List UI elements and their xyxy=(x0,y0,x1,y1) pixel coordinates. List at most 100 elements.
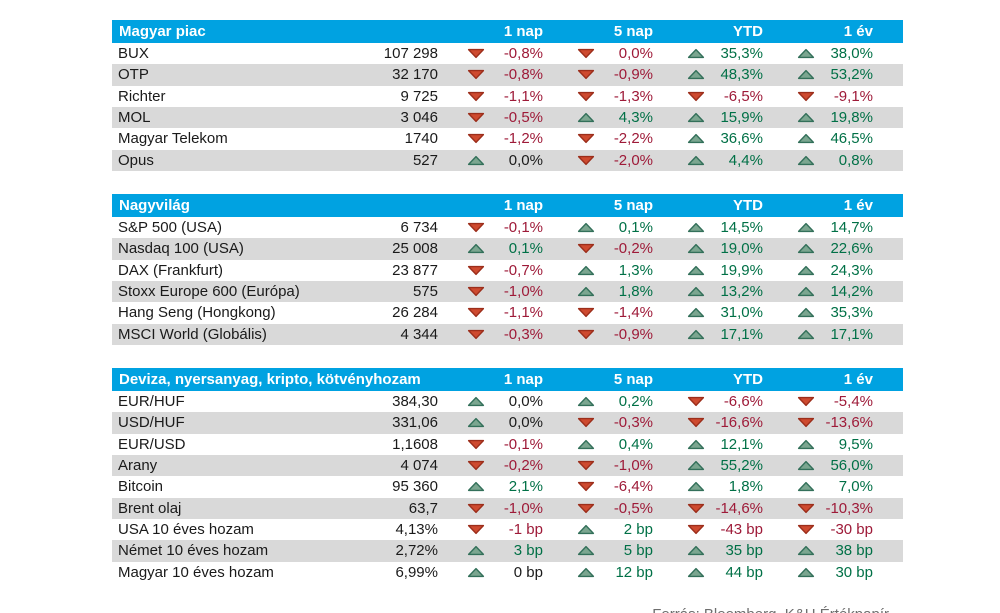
change-cell: -0,3% xyxy=(463,326,573,343)
table-row: EUR/HUF 384,30 0,0% 0,2% -6,6% -5,4% xyxy=(112,390,903,413)
change-cell: -6,6% xyxy=(683,393,793,410)
triangle-up-icon xyxy=(467,243,485,254)
change-value: 0,4% xyxy=(618,435,653,453)
change-cell: -5,4% xyxy=(793,393,903,410)
triangle-up-icon xyxy=(797,545,815,556)
change-value: -6,5% xyxy=(723,87,763,105)
change-value: 7,0% xyxy=(838,478,873,496)
change-cell: 24,3% xyxy=(793,262,903,279)
source-attribution: Forrás: Bloomberg, K&H Értékpapír xyxy=(112,606,903,613)
change-cell: -16,6% xyxy=(683,414,793,431)
triangle-up-icon xyxy=(687,133,705,144)
change-cell: 0,1% xyxy=(573,219,683,236)
change-cell: 4,3% xyxy=(573,109,683,126)
change-value: 9,5% xyxy=(838,435,873,453)
triangle-up-icon xyxy=(797,481,815,492)
change-value: 0,1% xyxy=(508,240,543,258)
change-value: 5 bp xyxy=(623,542,653,560)
change-value: -0,2% xyxy=(503,457,543,475)
triangle-up-icon xyxy=(687,329,705,340)
triangle-up-icon xyxy=(797,286,815,297)
change-value: 1,8% xyxy=(618,283,653,301)
change-value: 35 bp xyxy=(725,542,763,560)
triangle-down-icon xyxy=(797,417,815,428)
table-row: USA 10 éves hozam 4,13% -1 bp 2 bp -43 b… xyxy=(112,518,903,541)
change-value: -1,3% xyxy=(613,87,653,105)
instrument-value: 63,7 xyxy=(408,499,438,517)
change-value: -6,6% xyxy=(723,393,763,411)
change-cell: -0,2% xyxy=(463,457,573,474)
instrument-value: 26 284 xyxy=(392,304,438,322)
change-value: -0,1% xyxy=(503,435,543,453)
table-header: Magyar piac 1 nap 5 nap YTD 1 év xyxy=(112,20,903,43)
change-cell: 38,0% xyxy=(793,45,903,62)
triangle-up-icon xyxy=(577,567,595,578)
instrument-name: EUR/HUF xyxy=(118,393,185,411)
change-cell: -10,3% xyxy=(793,500,903,517)
instrument-value: 107 298 xyxy=(383,45,438,63)
change-cell: -0,3% xyxy=(573,414,683,431)
change-cell: 19,0% xyxy=(683,240,793,257)
triangle-up-icon xyxy=(577,222,595,233)
table-row: MSCI World (Globális) 4 344 -0,3% -0,9% … xyxy=(112,323,903,345)
change-value: 12,1% xyxy=(720,435,763,453)
change-cell: -0,5% xyxy=(573,500,683,517)
column-header: YTD xyxy=(733,196,763,214)
instrument-value: 1740 xyxy=(404,130,438,148)
instrument-name: USD/HUF xyxy=(118,414,185,432)
change-value: 0,0% xyxy=(618,45,653,63)
change-cell: -0,2% xyxy=(573,240,683,257)
triangle-up-icon xyxy=(687,243,705,254)
change-value: -1,0% xyxy=(613,457,653,475)
triangle-down-icon xyxy=(687,524,705,535)
change-value: -0,8% xyxy=(503,66,543,84)
instrument-value: 23 877 xyxy=(392,261,438,279)
change-cell: 4,4% xyxy=(683,152,793,169)
instrument-name: Opus xyxy=(118,151,154,169)
instrument-name: USA 10 éves hozam xyxy=(118,521,254,539)
change-cell: 44 bp xyxy=(683,564,793,581)
change-cell: -1 bp xyxy=(463,521,573,538)
change-cell: -0,1% xyxy=(463,436,573,453)
change-cell: 14,7% xyxy=(793,219,903,236)
table-row: MOL 3 046 -0,5% 4,3% 15,9% 19,8% xyxy=(112,106,903,129)
triangle-down-icon xyxy=(797,524,815,535)
table-row: Opus 527 0,0% -2,0% 4,4% 0,8% xyxy=(112,149,903,171)
change-value: 3 bp xyxy=(513,542,543,560)
change-cell: 12,1% xyxy=(683,436,793,453)
change-cell: -43 bp xyxy=(683,521,793,538)
triangle-down-icon xyxy=(467,503,485,514)
triangle-up-icon xyxy=(687,545,705,556)
change-cell: -1,0% xyxy=(463,500,573,517)
change-value: 53,2% xyxy=(830,66,873,84)
change-value: 56,0% xyxy=(830,457,873,475)
change-cell: -0,8% xyxy=(463,45,573,62)
triangle-up-icon xyxy=(577,286,595,297)
column-header: 1 nap xyxy=(503,370,543,388)
triangle-up-icon xyxy=(797,222,815,233)
triangle-down-icon xyxy=(577,307,595,318)
triangle-down-icon xyxy=(467,112,485,123)
triangle-up-icon xyxy=(797,69,815,80)
triangle-down-icon xyxy=(467,91,485,102)
triangle-up-icon xyxy=(577,265,595,276)
change-value: 38,0% xyxy=(830,45,873,63)
instrument-value: 575 xyxy=(412,283,438,301)
triangle-up-icon xyxy=(467,155,485,166)
change-cell: -1,1% xyxy=(463,88,573,105)
column-header: 5 nap xyxy=(613,196,653,214)
change-value: -0,7% xyxy=(503,261,543,279)
change-value: -13,6% xyxy=(825,414,873,432)
instrument-name: Német 10 éves hozam xyxy=(118,542,269,560)
change-cell: 53,2% xyxy=(793,66,903,83)
table-row: Richter 9 725 -1,1% -1,3% -6,5% -9,1% xyxy=(112,85,903,107)
table-body: EUR/HUF 384,30 0,0% 0,2% -6,6% -5,4% USD… xyxy=(112,390,903,583)
table-row: Hang Seng (Hongkong) 26 284 -1,1% -1,4% … xyxy=(112,302,903,324)
change-value: 36,6% xyxy=(720,130,763,148)
instrument-value: 527 xyxy=(412,151,438,169)
table-header: Nagyvilág 1 nap 5 nap YTD 1 év xyxy=(112,193,903,217)
triangle-up-icon xyxy=(467,481,485,492)
change-value: -1 bp xyxy=(508,521,543,539)
triangle-down-icon xyxy=(577,503,595,514)
triangle-down-icon xyxy=(577,460,595,471)
